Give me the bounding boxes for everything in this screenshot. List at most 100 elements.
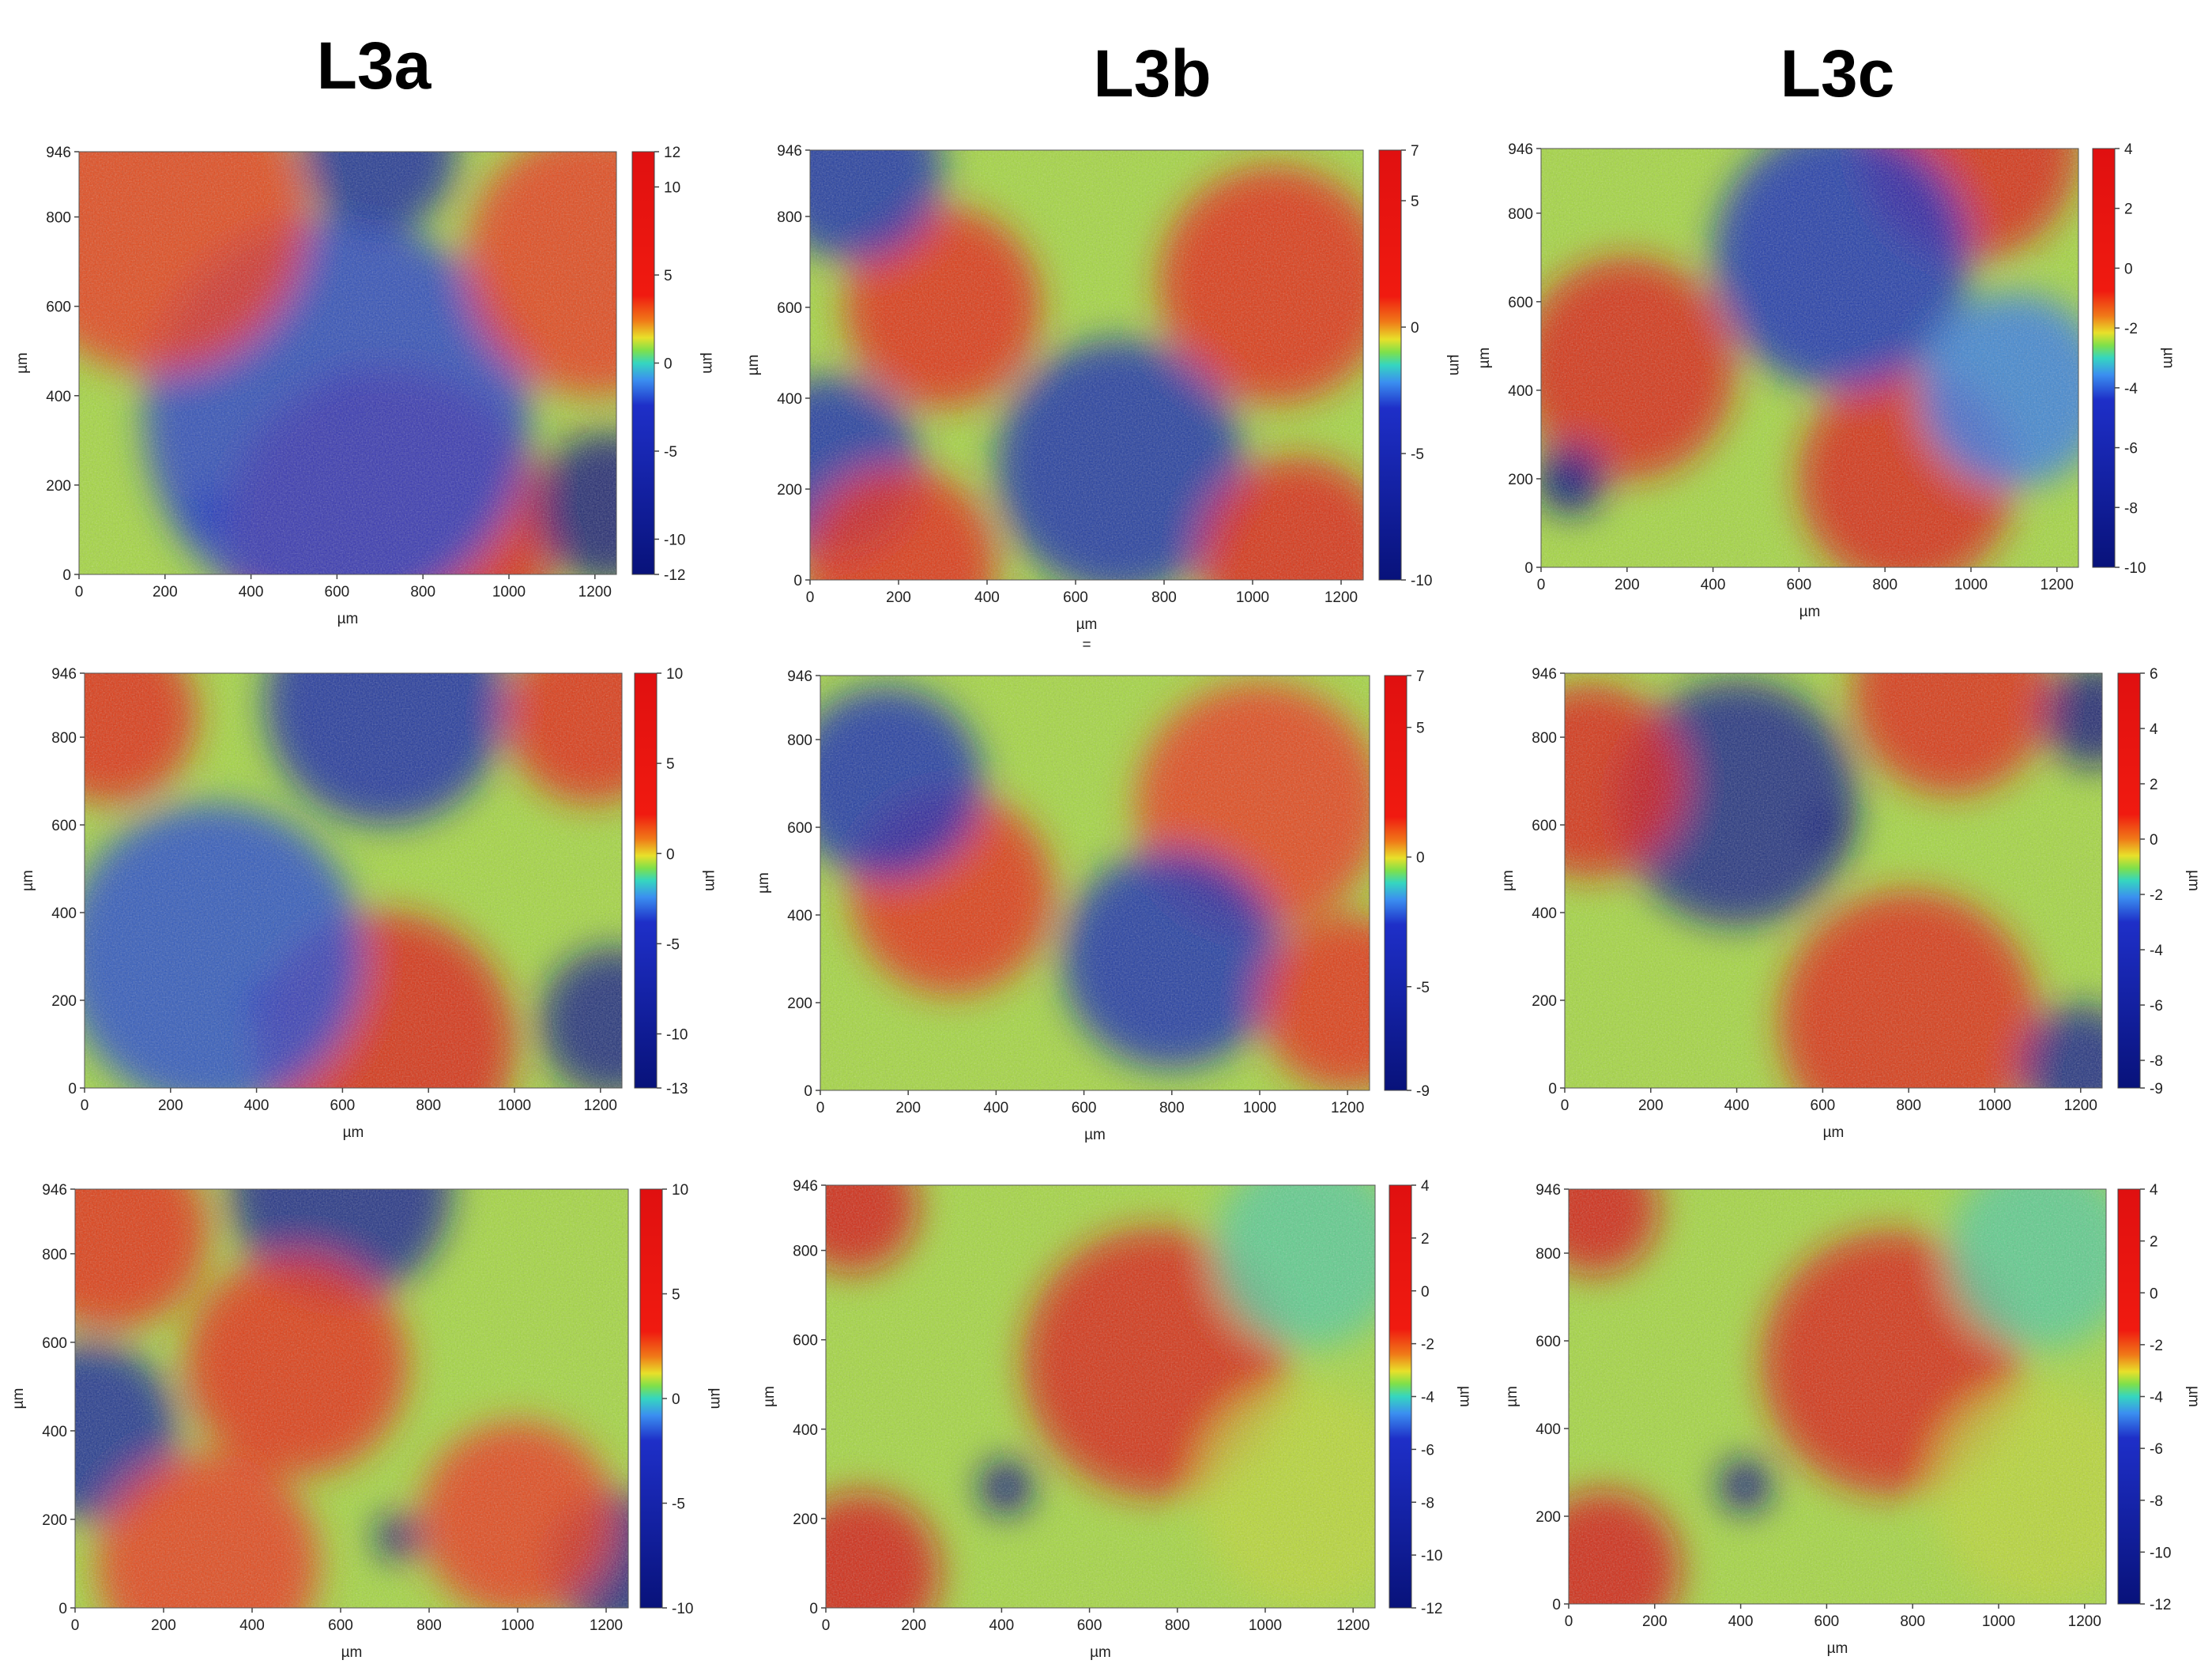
y-tick-label: 200 xyxy=(46,478,71,495)
y-tick-label: 800 xyxy=(42,1247,67,1263)
y-tick-label: 400 xyxy=(1536,1421,1561,1438)
plot-frame xyxy=(84,672,623,1089)
height-map xyxy=(1541,149,2078,567)
y-tick-label: 946 xyxy=(51,666,77,683)
x-axis-label: µm xyxy=(1084,1127,1106,1143)
y-axis-label: µm xyxy=(14,352,31,374)
x-axis-label: µm xyxy=(1799,604,1821,620)
surface-texture xyxy=(85,673,622,1088)
y-tick-label: 400 xyxy=(1508,383,1533,400)
colorbar-tick-label: -10 xyxy=(664,532,685,548)
y-tick-label: 600 xyxy=(777,300,802,317)
heatmap-panel-l3b-3: 0 200 400 600 800 1000 1200 µm 0 200 400 600 800 946 µ… xyxy=(761,1178,1473,1661)
colorbar-tick-label: 12 xyxy=(664,145,680,161)
colorbar-tick-label: -8 xyxy=(2150,1493,2163,1510)
colorbar-tick-label: 4 xyxy=(2124,141,2133,158)
heatmap-panel-l3b-2: 0 200 400 600 800 1000 1200 µm 0 200 400 600 800 946 µ… xyxy=(756,668,1430,1143)
colorbar-tick-label: -10 xyxy=(2124,560,2146,577)
x-tick-label: 600 xyxy=(1072,1100,1097,1116)
colorbar-tick-label: 5 xyxy=(666,756,675,773)
x-tick-label: 200 xyxy=(158,1097,183,1114)
colorbar xyxy=(2117,672,2141,1089)
y-tick-label: 0 xyxy=(804,1083,812,1100)
y-tick-label: 400 xyxy=(51,905,77,922)
x-tick-label: 0 xyxy=(806,589,815,606)
colorbar-tick-label: -10 xyxy=(1421,1548,1442,1564)
colorbar-tick-label: 2 xyxy=(2150,1234,2158,1251)
colorbar-tick-label: 0 xyxy=(2124,261,2133,277)
colorbar-tick-label: -10 xyxy=(672,1601,693,1617)
x-tick-label: 0 xyxy=(71,1617,80,1634)
x-tick-label: 0 xyxy=(75,584,84,600)
x-tick-label: 1000 xyxy=(1954,577,1988,593)
y-tick-label: 800 xyxy=(1532,730,1557,747)
y-tick-label: 0 xyxy=(809,1601,818,1617)
colorbar-tick-label: 0 xyxy=(2150,1286,2158,1302)
colorbar-tick-label: 0 xyxy=(664,356,673,373)
x-axis-label: µm xyxy=(341,1644,363,1661)
colorbar xyxy=(2092,148,2116,568)
heatmap-panel-l3a-3: 0 200 400 600 800 1000 1200 µm 0 200 400 600 800 946 µ… xyxy=(10,1182,724,1661)
colorbar-tick-label: 0 xyxy=(1421,1284,1430,1301)
x-tick-label: 1200 xyxy=(590,1617,623,1634)
plot-frame xyxy=(1564,672,2103,1089)
colorbar-tick-label: 4 xyxy=(2150,721,2158,738)
colorbar-label: µm xyxy=(2185,870,2202,891)
x-tick-label: 600 xyxy=(328,1617,353,1634)
colorbar-tick-label: -6 xyxy=(2150,998,2163,1015)
x-tick-label: 1200 xyxy=(1336,1617,1370,1634)
x-tick-label: 800 xyxy=(416,1097,441,1114)
x-tick-label: 800 xyxy=(1872,577,1897,593)
colorbar-tick-label: 7 xyxy=(1416,668,1425,685)
x-tick-label: 400 xyxy=(989,1617,1015,1634)
surface-texture xyxy=(810,150,1363,580)
plot-frame xyxy=(78,151,617,575)
x-tick-label: 1000 xyxy=(1243,1100,1276,1116)
colorbar-tick-label: 10 xyxy=(672,1182,688,1199)
colorbar-tick-label: 2 xyxy=(2150,777,2158,793)
x-axis-label: µm xyxy=(1076,616,1098,633)
x-axis-label: µm xyxy=(343,1124,364,1141)
colorbar-tick-label: -13 xyxy=(666,1081,688,1097)
x-tick-label: 600 xyxy=(1811,1097,1836,1114)
y-tick-label: 0 xyxy=(58,1601,67,1617)
colorbar-tick-label: -12 xyxy=(664,567,685,584)
colorbar-tick-label: -12 xyxy=(2150,1597,2171,1613)
y-axis-label: µm xyxy=(745,355,762,376)
colorbar-tick-label: -2 xyxy=(2150,1338,2163,1354)
y-tick-label: 0 xyxy=(793,573,802,589)
x-tick-label: 600 xyxy=(1814,1613,1840,1630)
colorbar xyxy=(2117,1188,2141,1605)
y-tick-label: 800 xyxy=(51,730,77,747)
x-tick-label: 200 xyxy=(886,589,911,606)
x-tick-label: 1200 xyxy=(2068,1613,2101,1630)
colorbar xyxy=(631,151,655,575)
colorbar-tick-label: -5 xyxy=(664,444,677,461)
y-tick-label: 0 xyxy=(1548,1081,1557,1097)
x-tick-label: 0 xyxy=(81,1097,89,1114)
colorbar-tick-label: -2 xyxy=(2150,887,2163,904)
plot-frame xyxy=(1568,1188,2107,1605)
plot-frame xyxy=(825,1184,1376,1609)
colorbar-tick-label: 10 xyxy=(664,180,680,197)
colorbar-tick-label: 10 xyxy=(666,666,683,683)
colorbar-tick-label: 6 xyxy=(2150,666,2158,683)
colorbar-tick-label: -8 xyxy=(1421,1495,1434,1511)
x-tick-label: 400 xyxy=(1724,1097,1750,1114)
plot-frame xyxy=(74,1188,629,1609)
colorbar-tick-label: -2 xyxy=(2124,321,2138,337)
x-tick-label: 400 xyxy=(984,1100,1009,1116)
colorbar-tick-label: 0 xyxy=(666,846,675,863)
y-tick-label: 600 xyxy=(46,299,71,316)
x-tick-label: 200 xyxy=(1638,1097,1664,1114)
y-tick-label: 600 xyxy=(1536,1334,1561,1350)
colorbar-label: µm xyxy=(2185,1386,2202,1407)
y-tick-label: 400 xyxy=(793,1422,818,1439)
x-axis-label: µm xyxy=(337,611,359,627)
x-tick-label: 600 xyxy=(1063,589,1088,606)
colorbar-tick-label: -5 xyxy=(666,936,680,953)
x-tick-label: 1000 xyxy=(501,1617,534,1634)
x-tick-label: 1200 xyxy=(1331,1100,1364,1116)
y-tick-label: 600 xyxy=(1508,295,1533,311)
